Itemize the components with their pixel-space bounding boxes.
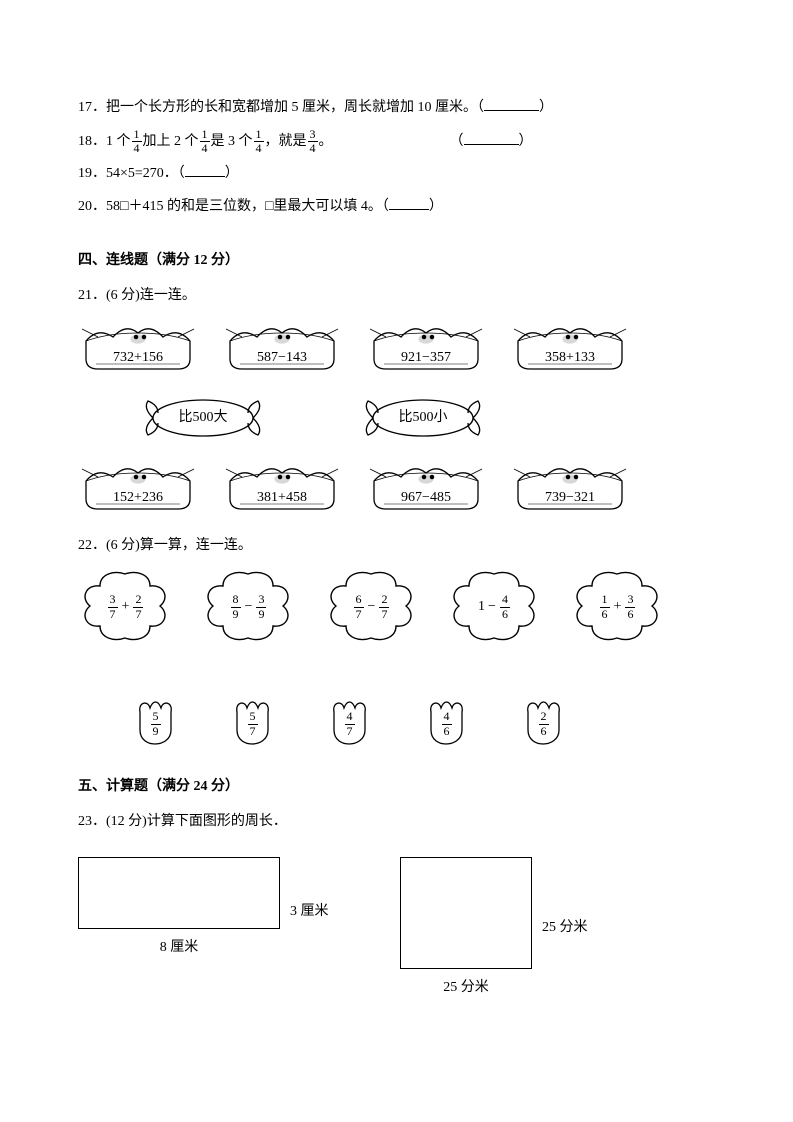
crown-label: 921−357 bbox=[366, 345, 486, 372]
fraction: 36 bbox=[624, 593, 636, 620]
crown-label: 967−485 bbox=[366, 485, 486, 512]
crown-card[interactable]: 152+236 bbox=[78, 459, 198, 519]
fraction: 26 bbox=[538, 710, 550, 737]
flower-expr: 16+36 bbox=[599, 593, 637, 620]
tulip-value: 59 bbox=[150, 710, 162, 737]
fraction: 46 bbox=[499, 593, 511, 620]
section-5-heading: 五、计算题（满分 24 分） bbox=[78, 774, 715, 801]
fraction: 47 bbox=[344, 710, 356, 737]
tulip-card[interactable]: 47 bbox=[322, 696, 377, 746]
fraction: 14 bbox=[253, 128, 265, 155]
flower-expr: 67−27 bbox=[353, 593, 391, 620]
dim-label: 3 厘米 bbox=[290, 899, 329, 926]
tulip-card[interactable]: 57 bbox=[225, 696, 280, 746]
q19-num: 19． bbox=[78, 166, 106, 181]
section-4-heading: 四、连线题（满分 12 分） bbox=[78, 248, 715, 275]
q22-flowers: 37+27 89−39 67−27 1−46 16+36 bbox=[78, 568, 715, 646]
crown-label: 358+133 bbox=[510, 345, 630, 372]
tulip-value: 57 bbox=[247, 710, 259, 737]
fraction: 39 bbox=[255, 593, 267, 620]
tulip-card[interactable]: 26 bbox=[516, 696, 571, 746]
q21-row1: 732+156 587−143 921−357 358+133 bbox=[78, 319, 715, 379]
crown-label: 732+156 bbox=[78, 345, 198, 372]
square-1: 25 分米 25 分米 bbox=[400, 857, 532, 1002]
square-shape bbox=[400, 857, 532, 969]
fraction: 16 bbox=[599, 593, 611, 620]
oval-bubble[interactable]: 比500大 bbox=[138, 393, 268, 443]
q18: 18．1 个14加上 2 个14是 3 个14，就是34。 （） bbox=[78, 128, 715, 156]
q17-num: 17． bbox=[78, 100, 106, 115]
crown-card[interactable]: 587−143 bbox=[222, 319, 342, 379]
q18-blank[interactable] bbox=[464, 130, 519, 145]
q20-num: 20． bbox=[78, 199, 106, 214]
rectangle-1: 3 厘米 8 厘米 bbox=[78, 857, 280, 962]
q23-shapes: 3 厘米 8 厘米 25 分米 25 分米 bbox=[78, 857, 715, 1002]
tulip-card[interactable]: 59 bbox=[128, 696, 183, 746]
oval-label: 比500小 bbox=[399, 405, 448, 432]
q17-blank[interactable] bbox=[484, 96, 539, 111]
q20: 20．58□＋415 的和是三位数，□里最大可以填 4。（） bbox=[78, 194, 715, 221]
fraction: 34 bbox=[307, 128, 319, 155]
fraction: 27 bbox=[378, 593, 390, 620]
crown-card[interactable]: 732+156 bbox=[78, 319, 198, 379]
flower-card[interactable]: 16+36 bbox=[570, 568, 665, 646]
q17-close: ） bbox=[539, 100, 553, 115]
crown-label: 739−321 bbox=[510, 485, 630, 512]
tulip-value: 47 bbox=[344, 710, 356, 737]
q23-num: 23． bbox=[78, 814, 106, 829]
dim-label: 8 厘米 bbox=[78, 935, 280, 962]
dim-label: 25 分米 bbox=[400, 975, 532, 1002]
crown-card[interactable]: 381+458 bbox=[222, 459, 342, 519]
fraction: 57 bbox=[247, 710, 259, 737]
fraction: 89 bbox=[230, 593, 242, 620]
flower-card[interactable]: 67−27 bbox=[324, 568, 419, 646]
oval-label: 比500大 bbox=[179, 405, 228, 432]
crown-card[interactable]: 967−485 bbox=[366, 459, 486, 519]
tulip-card[interactable]: 46 bbox=[419, 696, 474, 746]
q19-blank[interactable] bbox=[185, 162, 225, 177]
flower-expr: 1−46 bbox=[478, 593, 511, 620]
fraction: 37 bbox=[107, 593, 119, 620]
q22-num: 22． bbox=[78, 538, 106, 553]
q22-tulips: 59 57 47 46 26 bbox=[128, 696, 715, 746]
crown-label: 587−143 bbox=[222, 345, 342, 372]
crown-card[interactable]: 739−321 bbox=[510, 459, 630, 519]
fraction: 14 bbox=[131, 128, 143, 155]
q21-num: 21． bbox=[78, 288, 106, 303]
q21-ovals: 比500大 比500小 bbox=[138, 393, 715, 443]
q21: 21．(6 分)连一连。 bbox=[78, 283, 715, 310]
fraction: 59 bbox=[150, 710, 162, 737]
flower-card[interactable]: 89−39 bbox=[201, 568, 296, 646]
flower-card[interactable]: 1−46 bbox=[447, 568, 542, 646]
q17-text: 把一个长方形的长和宽都增加 5 厘米，周长就增加 10 厘米。（ bbox=[106, 100, 484, 115]
fraction: 14 bbox=[199, 128, 211, 155]
oval-bubble[interactable]: 比500小 bbox=[358, 393, 488, 443]
crown-label: 381+458 bbox=[222, 485, 342, 512]
fraction: 67 bbox=[353, 593, 365, 620]
rectangle-shape bbox=[78, 857, 280, 929]
tulip-value: 26 bbox=[538, 710, 550, 737]
crown-card[interactable]: 921−357 bbox=[366, 319, 486, 379]
tulip-value: 46 bbox=[441, 710, 453, 737]
crown-label: 152+236 bbox=[78, 485, 198, 512]
q19: 19．54×5=270．（） bbox=[78, 161, 715, 188]
flower-expr: 89−39 bbox=[230, 593, 268, 620]
q23: 23．(12 分)计算下面图形的周长． bbox=[78, 809, 715, 836]
crown-card[interactable]: 358+133 bbox=[510, 319, 630, 379]
q20-blank[interactable] bbox=[389, 195, 429, 210]
flower-card[interactable]: 37+27 bbox=[78, 568, 173, 646]
flower-expr: 37+27 bbox=[107, 593, 145, 620]
q17: 17．把一个长方形的长和宽都增加 5 厘米，周长就增加 10 厘米。（ ） bbox=[78, 95, 715, 122]
q22: 22．(6 分)算一算，连一连。 bbox=[78, 533, 715, 560]
dim-label: 25 分米 bbox=[542, 915, 588, 942]
q18-num: 18． bbox=[78, 134, 106, 149]
q21-row2: 152+236 381+458 967−485 739−321 bbox=[78, 459, 715, 519]
fraction: 27 bbox=[132, 593, 144, 620]
fraction: 46 bbox=[441, 710, 453, 737]
